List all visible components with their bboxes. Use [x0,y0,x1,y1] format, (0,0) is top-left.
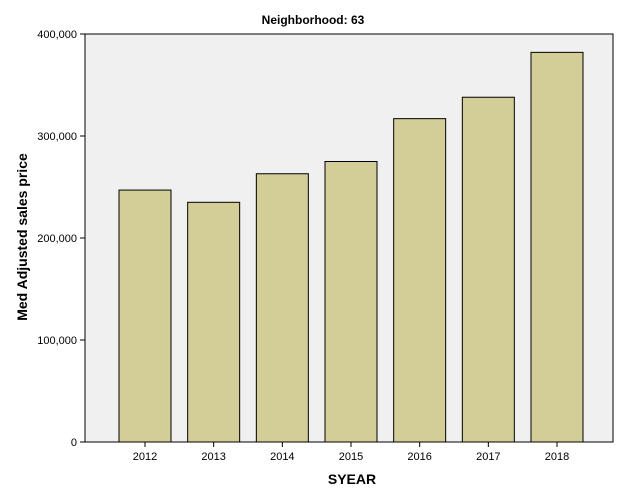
y-tick-label: 400,000 [37,29,77,41]
y-tick-label: 200,000 [37,233,77,245]
y-tick-label: 100,000 [37,335,77,347]
y-tick-label: 300,000 [37,131,77,143]
bar [187,201,241,443]
bar [393,118,447,443]
x-tick-label: 2013 [201,451,225,463]
x-tick-label: 2018 [545,451,569,463]
y-axis-title: Med Adjusted sales price [14,153,30,321]
bar [324,161,378,443]
bar [530,51,584,443]
bar [461,96,515,443]
bar [255,173,309,443]
x-tick-label: 2014 [270,451,294,463]
x-tick-label: 2012 [133,451,157,463]
x-tick-label: 2017 [476,451,500,463]
chart-title: Neighborhood: 63 [262,13,365,27]
x-tick-label: 2015 [339,451,363,463]
x-tick-label: 2016 [407,451,431,463]
bar [118,189,172,443]
y-tick-label: 0 [71,437,77,449]
x-axis-title: SYEAR [328,471,376,487]
